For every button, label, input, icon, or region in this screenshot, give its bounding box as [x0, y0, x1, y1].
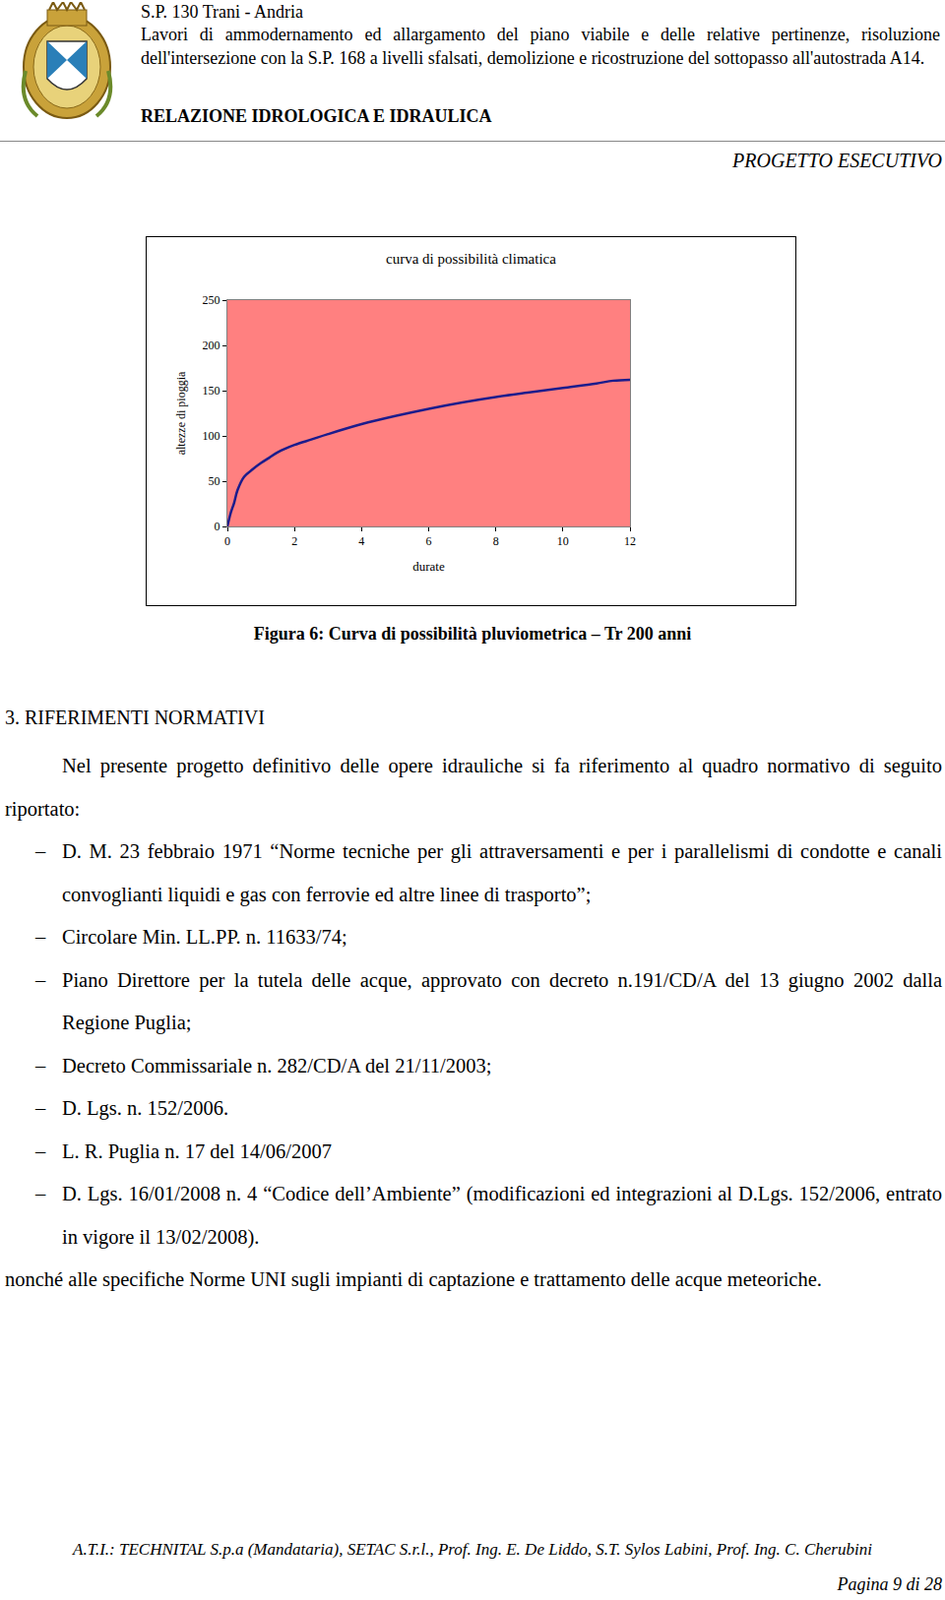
html-text:Piano Direttore per la tutela: Piano Direttore per la tutela delle acqu… [62, 969, 943, 1034]
html-text:A.T.I.: TECHNITAL S.p.a (Manda: A.T.I.: TECHNITAL S.p.a (Mandataria), SE… [72, 1540, 873, 1560]
svg-text:0: 0 [224, 534, 231, 549]
svg-text:100: 100 [202, 429, 221, 443]
html-text:Figura 6: Curva di possibilità: Figura 6: Curva di possibilità pluviomet… [253, 624, 692, 644]
html-text:nonché alle specifiche Norme U: nonché alle specifiche Norme UNI sugli i… [4, 1268, 822, 1291]
html-text:3. RIFERIMENTI NORMATIVI: 3. RIFERIMENTI NORMATIVI [4, 706, 265, 729]
html-text:Nel presente progetto definiti: Nel presente progetto definitivo delle o… [4, 755, 943, 820]
svg-text:12: 12 [624, 534, 636, 549]
svg-text:durate: durate [412, 559, 445, 574]
svg-text:10: 10 [557, 534, 569, 549]
html-text:Lavori di ammodernamento ed al: Lavori di ammodernamento ed allargamento… [140, 24, 941, 68]
html-text:D. Lgs. n. 152/2006.: D. Lgs. n. 152/2006. [62, 1097, 229, 1120]
svg-text:4: 4 [358, 534, 365, 549]
html-text:D. Lgs. 16/01/2008 n. 4 “Codic: D. Lgs. 16/01/2008 n. 4 “Codice dell’Amb… [62, 1183, 943, 1248]
svg-text:6: 6 [426, 534, 433, 549]
svg-text:250: 250 [202, 293, 221, 308]
svg-text:200: 200 [202, 338, 221, 353]
html-text:S.P. 130 Trani - Andria: S.P. 130 Trani - Andria [140, 1, 304, 22]
svg-text:50: 50 [208, 474, 221, 489]
html-text:D. M. 23 febbraio 1971 “Norme: D. M. 23 febbraio 1971 “Norme tecniche p… [62, 840, 943, 906]
html-text:L. R. Puglia n. 17 del 14/06/2: L. R. Puglia n. 17 del 14/06/2007 [62, 1140, 332, 1163]
svg-text:0: 0 [214, 519, 221, 534]
html-text:Circolare Min. LL.PP. n. 11633: Circolare Min. LL.PP. n. 11633/74; [62, 926, 348, 948]
svg-text:curva di possibilità climatica: curva di possibilità climatica [385, 251, 557, 267]
svg-text:altezze di pioggia: altezze di pioggia [174, 371, 189, 455]
svg-text:2: 2 [291, 534, 298, 549]
html-text:RELAZIONE IDROLOGICA E IDRAULI: RELAZIONE IDROLOGICA E IDRAULICA [140, 106, 492, 126]
html-text:PROGETTO ESECUTIVO: PROGETTO ESECUTIVO [732, 149, 943, 172]
svg-text:8: 8 [493, 534, 500, 549]
svg-text:150: 150 [202, 383, 221, 398]
html-text:Pagina 9 di 28: Pagina 9 di 28 [837, 1575, 943, 1595]
html-text:Decreto Commissariale n. 282/C: Decreto Commissariale n. 282/CD/A del 21… [62, 1054, 492, 1077]
